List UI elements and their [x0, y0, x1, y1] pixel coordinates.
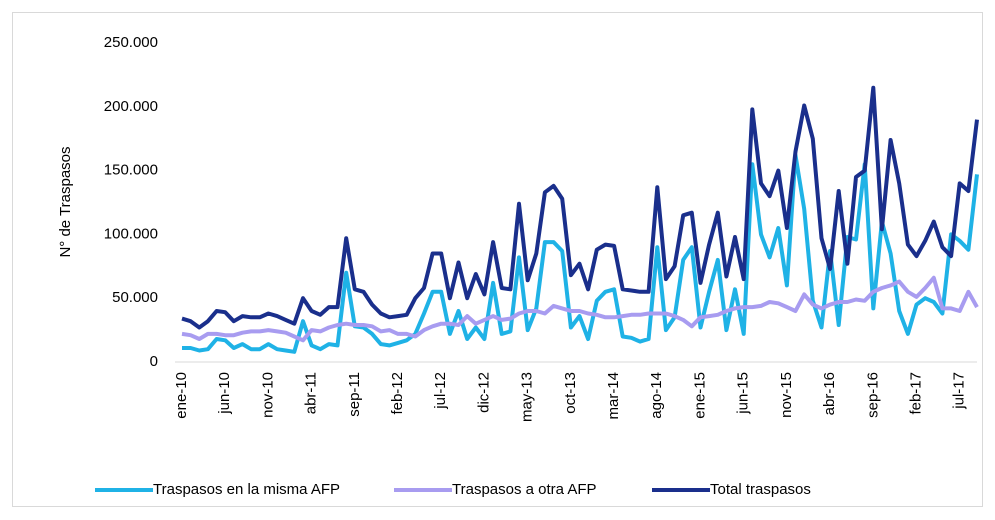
legend-label: Total traspasos: [710, 481, 811, 498]
x-tick-label: jul-12: [432, 372, 449, 410]
y-axis-title: N° de Traspasos: [57, 146, 74, 257]
y-tick-label: 50.000: [112, 289, 158, 306]
legend-label: Traspasos en la misma AFP: [153, 481, 340, 498]
x-tick-label: oct-13: [562, 372, 579, 414]
x-tick-label: sep-16: [864, 372, 881, 418]
x-tick-label: jun-15: [735, 372, 752, 415]
x-tick-label: may-13: [519, 372, 536, 422]
x-tick-label: jun-10: [216, 372, 233, 415]
x-tick-label: nov-15: [778, 372, 795, 418]
x-tick-label: abr-16: [821, 372, 838, 415]
x-tick-label: feb-17: [907, 372, 924, 415]
x-tick-label: jul-17: [951, 372, 968, 410]
x-tick-label: feb-12: [389, 372, 406, 415]
legend-label: Traspasos a otra AFP: [452, 481, 597, 498]
y-tick-label: 150.000: [104, 162, 158, 179]
x-tick-label: abr-11: [303, 372, 320, 414]
x-tick-label: nov-10: [259, 372, 276, 418]
x-tick-label: dic-12: [475, 372, 492, 413]
x-tick-label: mar-14: [605, 372, 622, 420]
x-tick-label: ene-10: [173, 372, 190, 419]
line-series: [181, 85, 979, 330]
y-tick-label: 200.000: [104, 98, 158, 115]
x-tick-label: ene-15: [691, 372, 708, 419]
y-tick-label: 100.000: [104, 225, 158, 242]
x-tick-label: sep-11: [346, 372, 363, 417]
y-tick-label: 0: [150, 353, 158, 370]
x-tick-label: ago-14: [648, 372, 665, 419]
line-series: [182, 153, 979, 354]
y-tick-label: 250.000: [104, 34, 158, 51]
line-series: [181, 275, 979, 343]
